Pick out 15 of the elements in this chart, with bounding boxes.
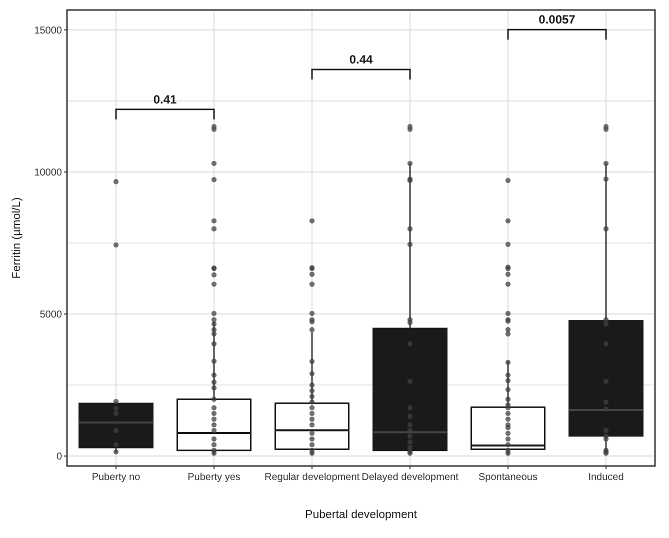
x-tick-label: Regular development — [264, 472, 360, 483]
y-axis-title: Ferritin (µmol/L) — [11, 197, 23, 279]
x-tick-label: Delayed development — [362, 472, 459, 483]
annotation: 0.41 — [153, 92, 177, 106]
annotation: 0.0057 — [538, 12, 576, 27]
x-tick-label: Puberty yes — [188, 472, 240, 483]
y-tick-label: 5000 — [40, 310, 62, 320]
y-tick-label: 0 — [56, 452, 62, 463]
y-tick-label: 10000 — [34, 167, 62, 178]
annotation: 0.44 — [349, 52, 373, 67]
x-tick-label: Spontaneous — [478, 472, 538, 483]
y-tick-label: 15000 — [34, 25, 62, 36]
x-tick-label: Puberty no — [92, 472, 141, 483]
x-axis-title: Pubertal development — [305, 509, 418, 521]
x-tick-label: Induced — [588, 472, 624, 483]
